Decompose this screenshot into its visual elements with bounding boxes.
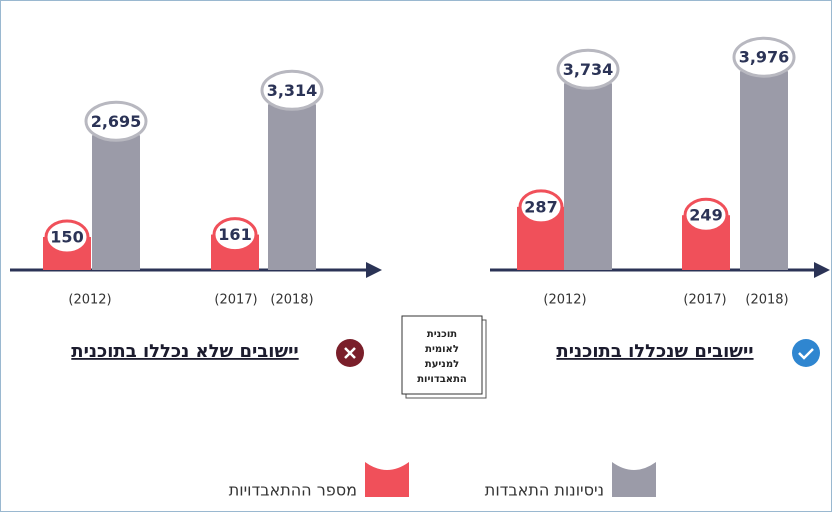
legend-swatch <box>612 462 656 497</box>
legend-swatch <box>365 462 409 497</box>
check-mark <box>798 348 814 360</box>
value-bubble <box>260 69 324 111</box>
bar <box>92 135 140 270</box>
legend-label: ניסיונות התאבדות <box>485 481 604 500</box>
value-bubble <box>44 219 90 255</box>
book-text: התאבדויות <box>417 374 467 385</box>
book-front <box>401 315 483 395</box>
value-bubble <box>732 36 796 78</box>
bar <box>268 104 316 270</box>
value-bubble <box>84 100 148 142</box>
x-tick-label: (2017) <box>214 293 257 308</box>
x-tick-label: (2012) <box>543 293 586 308</box>
value-bubble <box>518 189 564 225</box>
legend-label: מספר ההתאבדויות <box>229 481 357 500</box>
chart-title: יישובים שלא נכללו בתוכנית <box>71 341 298 362</box>
book-text: למניעת <box>425 359 459 370</box>
value-bubble <box>683 197 729 233</box>
bar <box>740 71 788 270</box>
x-tick-label: (2018) <box>745 293 788 308</box>
value-label: 161 <box>218 225 251 244</box>
axis-arrow <box>814 262 830 278</box>
value-bubble <box>556 48 620 90</box>
book-icon <box>401 315 487 399</box>
check-icon <box>792 339 820 367</box>
axis-arrow <box>366 262 382 278</box>
book-text: לאומית <box>425 344 459 355</box>
x-tick-label: (2012) <box>68 293 111 308</box>
value-bubble <box>212 217 258 253</box>
value-label: 3,734 <box>563 60 614 79</box>
x-tick-label: (2017) <box>683 293 726 308</box>
bar <box>564 83 612 270</box>
chart-title: יישובים שנכללו בתוכנית <box>556 341 753 362</box>
value-label: 249 <box>689 206 722 225</box>
value-label: 3,976 <box>739 48 790 67</box>
book-text: תוכנית <box>427 329 457 340</box>
x-tick-label: (2018) <box>270 293 313 308</box>
x-mark <box>344 347 356 359</box>
value-label: 3,314 <box>267 81 318 100</box>
value-label: 150 <box>50 228 83 247</box>
value-label: 287 <box>524 197 557 216</box>
value-label: 2,695 <box>91 112 142 131</box>
